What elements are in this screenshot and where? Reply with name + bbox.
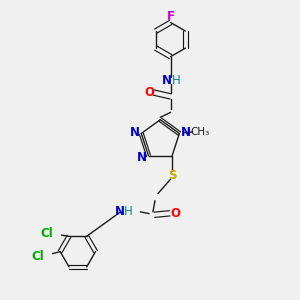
Text: Cl: Cl xyxy=(32,250,45,262)
Text: O: O xyxy=(144,86,154,99)
Text: F: F xyxy=(167,10,175,22)
Text: Cl: Cl xyxy=(41,226,53,239)
Text: CH₃: CH₃ xyxy=(190,127,210,137)
Text: N: N xyxy=(137,151,147,164)
Text: N: N xyxy=(181,125,191,139)
Text: N: N xyxy=(130,125,140,139)
Text: H: H xyxy=(124,205,132,218)
Text: N: N xyxy=(162,74,172,87)
Text: O: O xyxy=(170,207,180,220)
Text: S: S xyxy=(168,169,176,182)
Text: H: H xyxy=(172,74,180,87)
Text: N: N xyxy=(115,205,125,218)
